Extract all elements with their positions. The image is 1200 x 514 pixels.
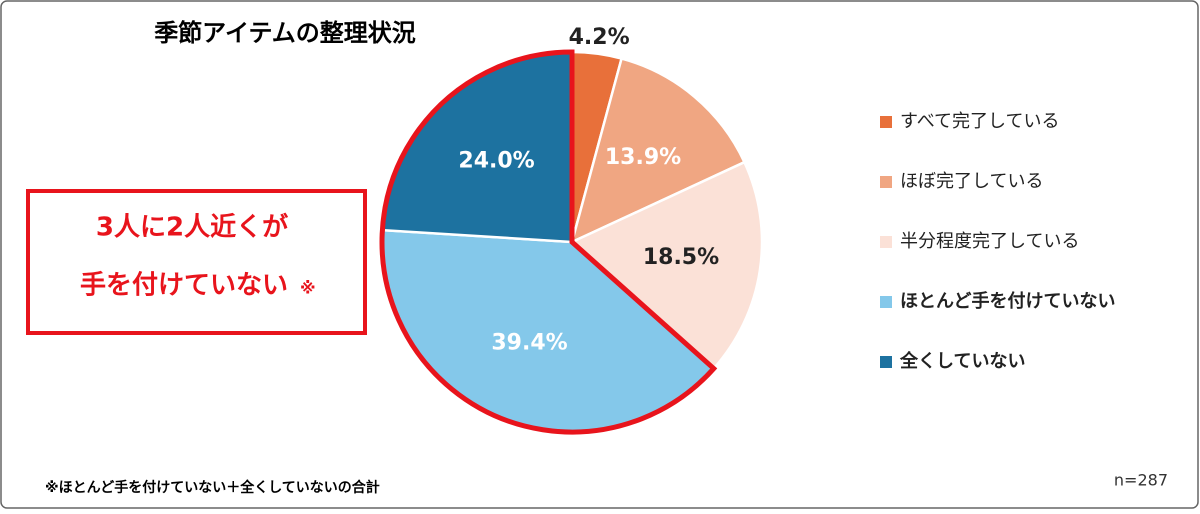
sample-size: n=287 (1114, 471, 1168, 490)
data-label: 4.2% (569, 25, 630, 50)
footnote: ※ほとんど手を付けていない＋全くしていないの合計 (45, 479, 380, 496)
data-label: 39.4% (491, 331, 567, 356)
legend-swatch (880, 116, 892, 128)
annotation-line: 手を付けていない (80, 271, 288, 301)
legend-label: ほぼ完了している (900, 171, 1043, 192)
data-label: 13.9% (605, 145, 681, 170)
pie-slice (570, 57, 747, 245)
highlight-outline (379, 49, 718, 435)
annotation-box (26, 189, 367, 335)
pie-slice (569, 160, 764, 371)
annotation-mark: ※ (300, 279, 316, 298)
data-label: 24.0% (458, 149, 534, 174)
legend-label: ほとんど手を付けていない (900, 290, 1115, 312)
legend-label: 半分程度完了している (900, 231, 1079, 252)
legend-swatch (880, 296, 892, 308)
legend-label: 全くしていない (899, 350, 1025, 372)
data-label: 18.5% (643, 245, 719, 270)
legend-label: すべて完了している (900, 111, 1059, 132)
legend-swatch (880, 176, 892, 188)
legend-swatch (880, 236, 892, 248)
annotation-line: 3人に2人近くが (96, 212, 288, 243)
legend-swatch (880, 356, 892, 368)
chart-title: 季節アイテムの整理状況 (154, 19, 416, 47)
